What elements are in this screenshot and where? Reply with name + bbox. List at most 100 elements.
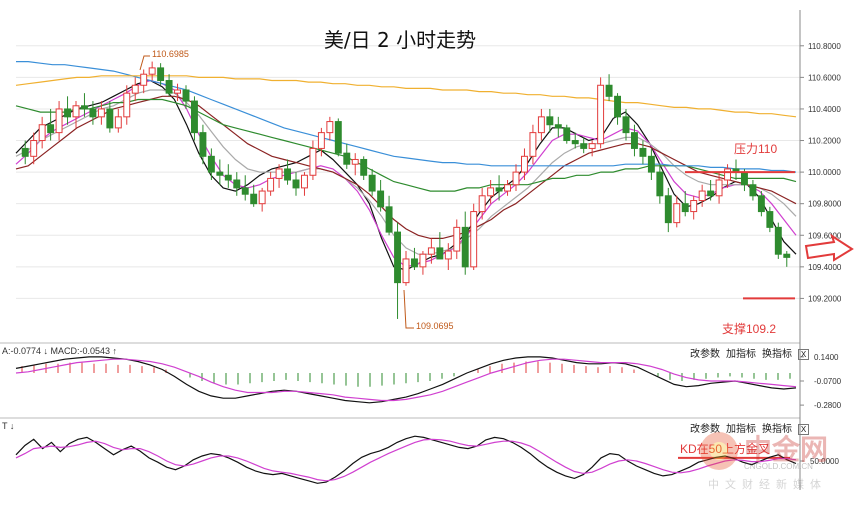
candle-down (656, 171, 664, 197)
candle-down (605, 84, 613, 97)
resistance-label: 压力110 (734, 142, 778, 156)
switch-indicator-button[interactable]: 换指标 (762, 349, 792, 360)
arrow-right-icon (804, 233, 854, 262)
macd_dea-line (15, 358, 797, 402)
candle-down (614, 95, 621, 118)
kd-switch-indicator-button[interactable]: 换指标 (762, 424, 792, 435)
high-label: 110.6985 (152, 49, 189, 59)
candle-down (766, 211, 774, 228)
candle-up (690, 200, 698, 213)
macd_dif-line (15, 356, 797, 404)
candle-down (741, 171, 748, 186)
candle-down (250, 193, 258, 205)
candle-down (216, 171, 224, 176)
candle-down (191, 100, 198, 134)
kd_k-line (15, 435, 797, 484)
candle-up (402, 258, 410, 284)
candle-up (588, 143, 596, 149)
candle-down (436, 247, 444, 260)
y-tick-label: 110.0000 (808, 168, 841, 177)
candle-up (97, 108, 105, 118)
candle-up (470, 211, 478, 268)
candle-up (673, 203, 681, 224)
candle-up (140, 73, 148, 86)
chart-title: 美/日 2 小时走势 (323, 28, 477, 52)
candle-down (631, 132, 638, 149)
candle-down (89, 108, 97, 118)
candle-down (563, 127, 571, 142)
candle-up (267, 177, 275, 192)
y-tick-label: 110.6000 (808, 73, 841, 82)
candle-down (774, 226, 782, 255)
candle-down (783, 253, 791, 258)
candle-down (757, 195, 765, 213)
kd-close-icon[interactable]: X (798, 423, 809, 435)
watermark-domain: CNGOLD.COM.CN (744, 462, 813, 471)
watermark-tagline: 中文财经新媒体 (708, 479, 827, 491)
candle-up (427, 247, 435, 255)
candle-down (546, 116, 554, 126)
levels (685, 171, 795, 300)
candle-up (521, 155, 528, 173)
candle-up (114, 116, 122, 129)
candle-down (554, 124, 562, 129)
candle-down (385, 206, 393, 233)
kd-add-indicator-button[interactable]: 加指标 (726, 424, 756, 435)
macd-buttons: 改参数 加指标 换指标 X (690, 345, 815, 360)
candle-down (224, 174, 232, 181)
add-indicator-button[interactable]: 加指标 (726, 349, 756, 360)
candle-up (148, 67, 156, 75)
y-tick-label: 109.2000 (808, 294, 842, 303)
y-tick-label: 110.4000 (808, 105, 841, 114)
edit-params-button[interactable]: 改参数 (690, 349, 720, 360)
candle-up (419, 253, 427, 268)
ma-line-ma_blue (16, 60, 797, 173)
candle-up (38, 124, 46, 142)
candle-up (309, 147, 317, 176)
logo-icon (700, 432, 738, 470)
candle-down (368, 174, 376, 192)
candle-up (72, 105, 80, 118)
candle-down (664, 195, 672, 224)
candle-down (681, 203, 689, 213)
y-axis: 110.8000 110.6000 110.4000 110.2000 110.0000… (799, 10, 842, 490)
kd-buttons: 改参数 加指标 换指标 X (690, 420, 815, 435)
candle-up (55, 108, 63, 134)
y-tick-label: 109.4000 (808, 263, 842, 272)
macd-header: A:-0.0774 ↓ MACD:-0.0543 ↑ (2, 346, 118, 356)
ma-line-ma_green (15, 98, 797, 192)
candle-down (47, 124, 55, 134)
kd-edit-params-button[interactable]: 改参数 (690, 424, 720, 435)
candle-down (343, 152, 351, 165)
candle-down (284, 168, 292, 181)
close-icon[interactable]: X (798, 348, 809, 360)
kd-label: KD在50上方金叉 (680, 440, 770, 457)
candle-down (207, 155, 215, 173)
candle-down (622, 116, 630, 134)
ma-line-ma_gray (15, 89, 797, 255)
candle-up (301, 174, 308, 189)
candle-down (292, 179, 300, 189)
candle-down (360, 158, 368, 176)
candle-up (487, 187, 495, 197)
candle-down (749, 184, 757, 197)
candle-up (444, 250, 452, 260)
candle-down (394, 231, 402, 284)
candle-down (157, 67, 165, 82)
candle-up (453, 226, 461, 252)
candle-down (495, 187, 503, 192)
candle-up (478, 195, 486, 213)
candle-down (639, 147, 647, 157)
candle-up (30, 140, 38, 157)
candle-down (707, 190, 715, 197)
candle-down (182, 89, 190, 102)
candles (21, 61, 791, 319)
candle-up (529, 132, 537, 157)
candle-down (377, 190, 385, 208)
macd-tick-label: -0.2800 (814, 401, 842, 410)
candle-up (326, 121, 334, 134)
low-pointer (403, 289, 414, 329)
kd_d-line (15, 438, 797, 482)
